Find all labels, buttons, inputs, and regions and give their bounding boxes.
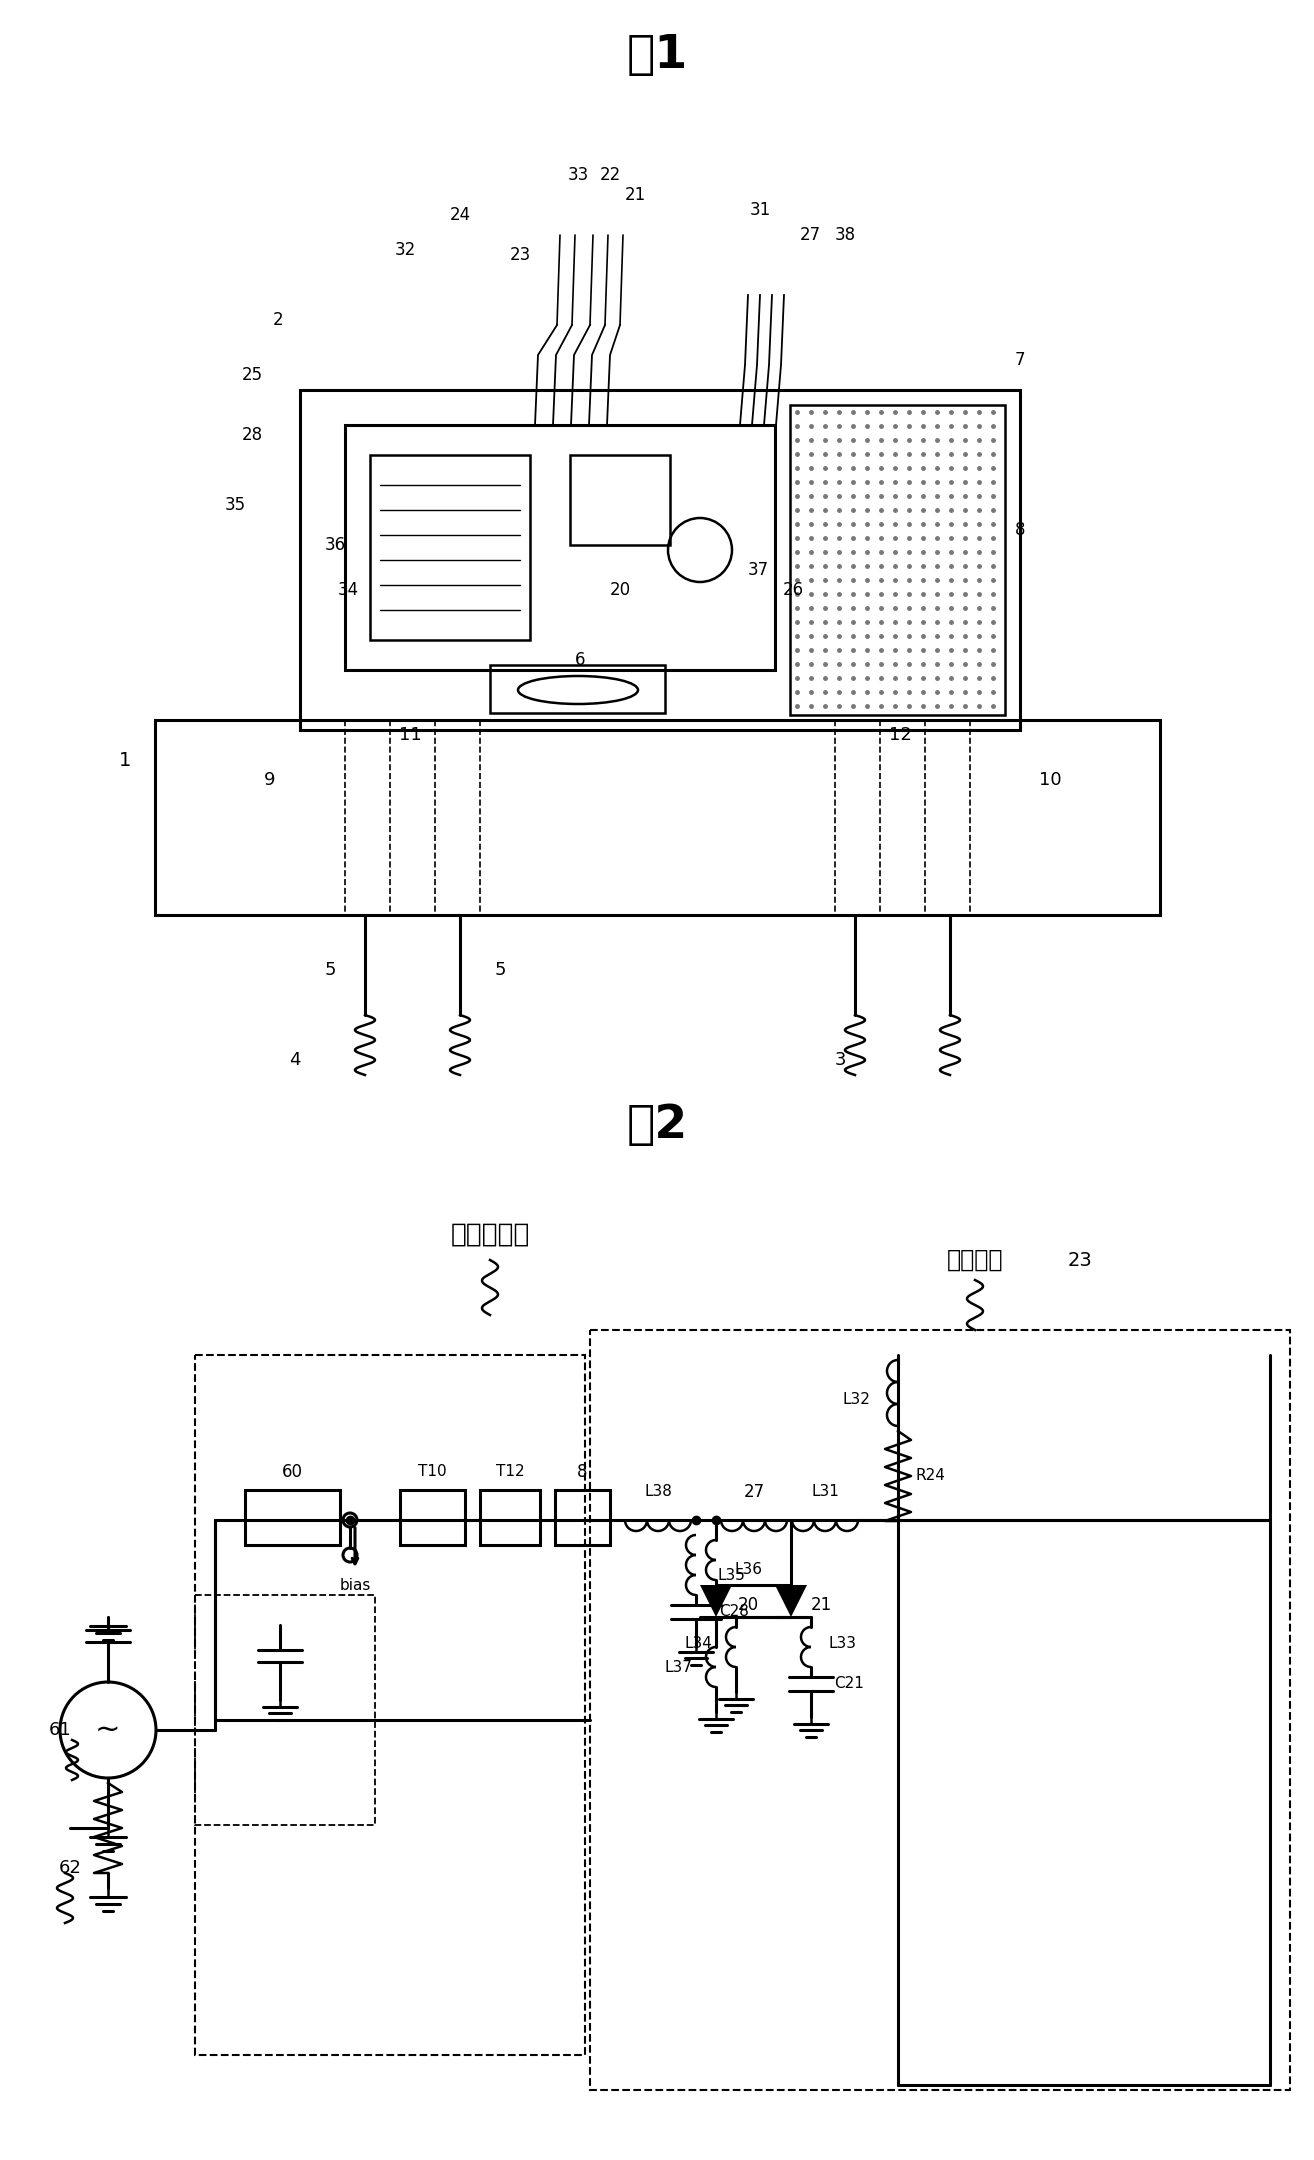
Text: L32: L32 (842, 1393, 870, 1408)
Text: 21: 21 (624, 186, 645, 203)
Text: T10: T10 (418, 1464, 447, 1480)
Text: 8: 8 (577, 1462, 587, 1482)
Text: C21: C21 (834, 1676, 863, 1691)
Text: L37: L37 (664, 1659, 692, 1674)
Text: 5: 5 (494, 961, 506, 978)
Text: L33: L33 (829, 1637, 857, 1652)
Bar (490, 665, 665, 713)
Bar (790, 406, 1005, 715)
Text: T12: T12 (495, 1464, 524, 1480)
Text: L38: L38 (644, 1484, 671, 1499)
Bar (480, 1490, 540, 1544)
Polygon shape (775, 1585, 807, 1618)
Text: 27: 27 (799, 227, 820, 244)
Text: 7: 7 (1014, 350, 1025, 369)
Text: 24: 24 (449, 205, 470, 225)
Text: 20: 20 (610, 581, 631, 598)
Text: 32: 32 (394, 242, 415, 259)
Text: 5: 5 (325, 961, 336, 978)
Bar (399, 1490, 465, 1544)
Text: 60: 60 (281, 1462, 302, 1482)
Bar (194, 1594, 374, 1825)
Text: 36: 36 (325, 536, 346, 553)
Bar (300, 391, 1020, 730)
Text: 23: 23 (1067, 1251, 1092, 1270)
Bar (194, 1354, 585, 2054)
Text: 9: 9 (264, 771, 276, 788)
Text: 62: 62 (59, 1860, 81, 1877)
Text: 33: 33 (568, 166, 589, 184)
Circle shape (343, 1549, 357, 1562)
Bar (590, 1331, 1290, 2091)
Text: 10: 10 (1038, 771, 1062, 788)
Text: 载体基板: 载体基板 (947, 1248, 1004, 1272)
Circle shape (343, 1512, 357, 1527)
Text: 38: 38 (834, 227, 855, 244)
Bar (371, 456, 530, 639)
Text: 8: 8 (1014, 521, 1025, 540)
Text: 34: 34 (338, 581, 359, 598)
Text: 20: 20 (737, 1596, 758, 1614)
Text: 61: 61 (49, 1722, 72, 1739)
Text: 22: 22 (599, 166, 620, 184)
Text: 35: 35 (225, 497, 246, 514)
Text: L34: L34 (685, 1637, 712, 1652)
Text: R24: R24 (915, 1469, 945, 1484)
Text: L31: L31 (811, 1484, 838, 1499)
Bar (244, 1490, 340, 1544)
Text: 23: 23 (510, 246, 531, 264)
Text: 图1: 图1 (627, 32, 687, 78)
Text: 21: 21 (811, 1596, 832, 1614)
Text: 31: 31 (749, 201, 770, 218)
Text: C28: C28 (719, 1605, 749, 1620)
Text: 28: 28 (242, 426, 263, 445)
Text: 2: 2 (273, 311, 284, 328)
Text: L36: L36 (735, 1562, 762, 1577)
Text: 6: 6 (574, 650, 585, 670)
Bar (555, 1490, 610, 1544)
Text: ~: ~ (95, 1715, 121, 1745)
Text: 光发送模块: 光发送模块 (451, 1223, 530, 1248)
Text: 1: 1 (118, 750, 131, 769)
Bar (155, 719, 1160, 916)
Text: 11: 11 (398, 726, 422, 743)
Text: 图2: 图2 (627, 1102, 687, 1147)
Text: L35: L35 (717, 1568, 745, 1583)
Text: 3: 3 (834, 1052, 846, 1069)
Text: 4: 4 (289, 1052, 301, 1069)
Text: 26: 26 (782, 581, 804, 598)
Text: 27: 27 (744, 1484, 765, 1501)
Text: 25: 25 (242, 365, 263, 384)
Bar (570, 456, 670, 544)
Text: bias: bias (339, 1577, 371, 1592)
Polygon shape (700, 1585, 732, 1618)
Bar (346, 426, 775, 670)
Text: 37: 37 (748, 562, 769, 579)
Text: 12: 12 (888, 726, 912, 743)
